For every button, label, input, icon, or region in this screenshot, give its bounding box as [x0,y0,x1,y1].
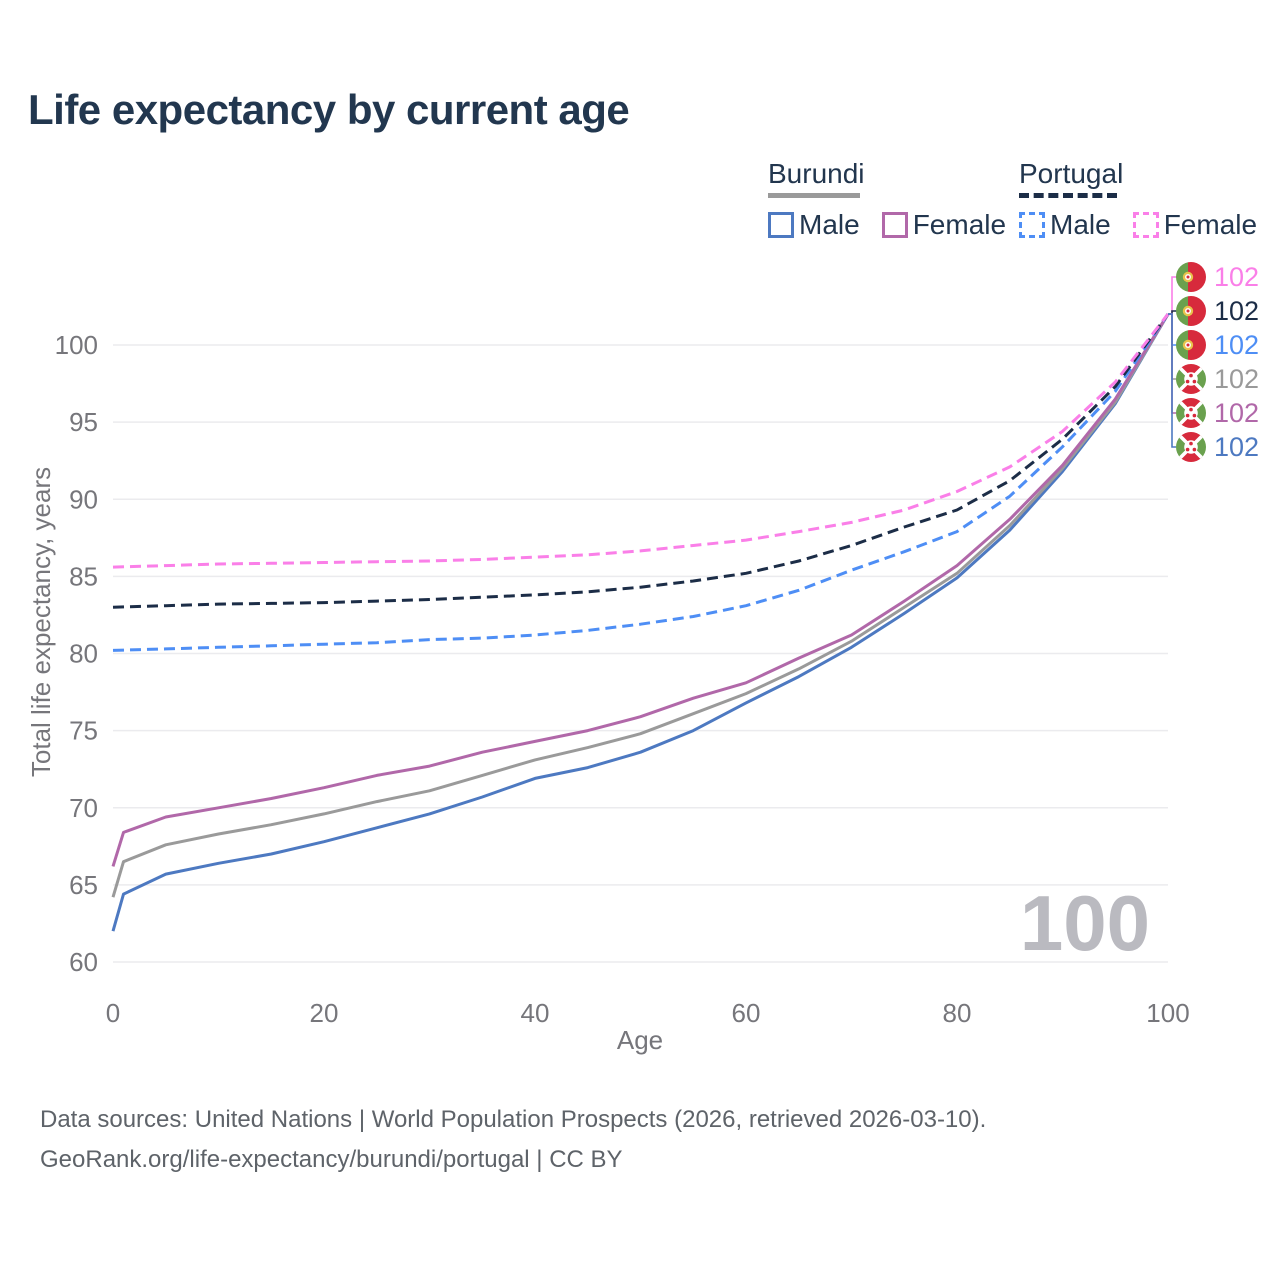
legend-item-portugal-female[interactable]: Female [1132,209,1258,241]
data-sources-text: Data sources: United Nations | World Pop… [40,1106,987,1133]
page-title: Life expectancy by current age [28,86,630,133]
legend-item-label: Female [1163,209,1258,240]
x-tick-label: 100 [1146,998,1189,1028]
burundi-female-swatch-icon [881,212,908,238]
y-tick-label: 60 [69,947,98,977]
legend-item-label: Female [912,209,1007,240]
attribution-text: GeoRank.org/life-expectancy/burundi/port… [40,1146,623,1173]
y-tick-label: 95 [69,407,98,437]
gridlines-layer [113,344,1168,963]
x-axis-title: Age [617,1025,663,1055]
y-tick-labels: 60 65 70 75 80 85 90 95 100 [55,330,98,977]
portugal-female-swatch-icon [1132,212,1159,238]
legend-item-label: Male [1050,209,1111,240]
y-tick-label: 80 [69,639,98,669]
y-tick-label: 85 [69,561,98,591]
legend-item-portugal-male[interactable]: Male [1019,209,1111,241]
series-lines-layer [111,313,1170,932]
x-tick-label: 20 [310,998,339,1028]
series-line-portugal-female[interactable] [112,313,1170,569]
series-line-portugal-male[interactable] [112,313,1170,652]
end-label-connector [1168,313,1177,448]
hover-age-watermark: 100 [1020,879,1150,967]
series-line-burundi-both-sexes[interactable] [111,313,1170,898]
series-line-portugal-both-sexes[interactable] [112,313,1170,609]
legend-burundi-line-style-sample [768,193,860,198]
series-line-burundi-male[interactable] [111,313,1170,932]
x-tick-labels: 0 20 40 60 80 100 [106,998,1190,1028]
legend-country-portugal[interactable]: Portugal [1019,158,1124,189]
y-tick-label: 90 [69,484,98,514]
portugal-male-swatch-icon [1019,212,1045,238]
series-line-burundi-female[interactable] [111,313,1170,867]
y-tick-label: 100 [55,330,98,360]
legend-group-portugal: Portugal Male Female [1019,158,1257,241]
y-tick-label: 75 [69,716,98,746]
end-label-connectors [1168,276,1177,448]
y-tick-label: 65 [69,870,98,900]
y-axis-title: Total life expectancy, years [26,467,56,777]
y-tick-label: 70 [69,793,98,823]
x-tick-label: 40 [521,998,550,1028]
burundi-male-swatch-icon [768,212,794,238]
legend-item-burundi-female[interactable]: Female [881,209,1007,241]
legend-portugal-line-style-sample [1019,193,1117,198]
legend-group-burundi: Burundi Male Female [768,158,1006,241]
x-tick-label: 80 [943,998,972,1028]
legend-item-label: Male [799,209,860,240]
end-label-connector [1168,276,1177,315]
x-tick-label: 0 [106,998,120,1028]
legend-item-burundi-male[interactable]: Male [768,209,860,241]
legend-country-burundi[interactable]: Burundi [768,158,865,189]
x-tick-label: 60 [732,998,761,1028]
